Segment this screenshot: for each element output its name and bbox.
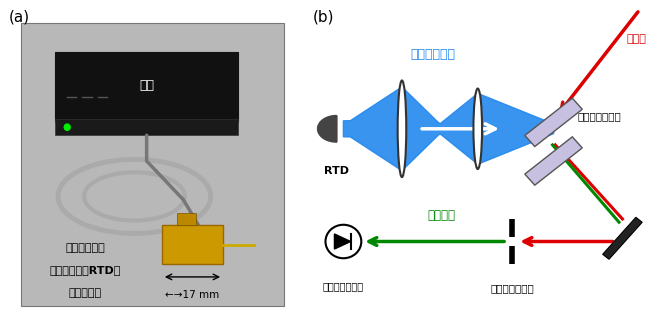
Text: RTD: RTD bbox=[324, 166, 349, 176]
Circle shape bbox=[64, 123, 71, 131]
Polygon shape bbox=[335, 234, 350, 249]
Polygon shape bbox=[525, 98, 582, 147]
Bar bbox=[177, 213, 196, 225]
Text: (a): (a) bbox=[9, 10, 31, 25]
Ellipse shape bbox=[473, 89, 482, 169]
Text: 空間フィルター: 空間フィルター bbox=[490, 283, 534, 293]
Polygon shape bbox=[318, 116, 337, 142]
Bar bbox=[162, 225, 223, 264]
Text: 近赤外光検出器: 近赤外光検出器 bbox=[323, 281, 364, 291]
Text: ダイオード（RTD）: ダイオード（RTD） bbox=[50, 265, 122, 276]
Circle shape bbox=[326, 225, 361, 258]
Text: テラヘルツ波: テラヘルツ波 bbox=[410, 48, 456, 61]
Bar bbox=[21, 23, 284, 306]
Text: モジュール: モジュール bbox=[69, 288, 102, 298]
Text: 共鳴トンネル: 共鳴トンネル bbox=[66, 243, 105, 253]
Text: (b): (b) bbox=[313, 10, 334, 25]
Text: 近赤外光: 近赤外光 bbox=[428, 209, 456, 222]
Text: 非線形光学結晶: 非線形光学結晶 bbox=[578, 111, 621, 121]
Polygon shape bbox=[603, 217, 642, 259]
Text: ←→17 mm: ←→17 mm bbox=[165, 290, 220, 300]
Text: 電源: 電源 bbox=[139, 79, 154, 92]
Polygon shape bbox=[343, 87, 554, 170]
Ellipse shape bbox=[398, 80, 406, 177]
Bar bbox=[55, 119, 239, 135]
Text: 励起光: 励起光 bbox=[627, 33, 647, 44]
Bar bbox=[55, 52, 239, 122]
Polygon shape bbox=[525, 137, 582, 185]
